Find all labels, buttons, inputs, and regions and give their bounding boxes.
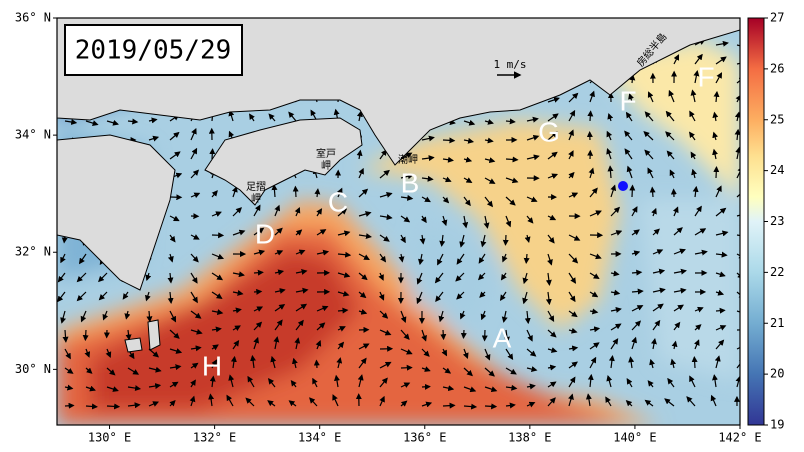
current-arrow <box>107 406 119 407</box>
current-arrow <box>485 406 496 407</box>
colorbar-tick-label: 24 <box>770 163 784 177</box>
current-arrow <box>506 121 515 122</box>
colorbar-tick-label: 23 <box>770 214 784 228</box>
region-label: H <box>202 350 222 381</box>
station-dot <box>618 181 628 191</box>
lon-tick-label: 136° E <box>403 431 446 445</box>
region-label: F <box>697 61 714 92</box>
lon-tick-label: 130° E <box>88 431 131 445</box>
current-arrow <box>316 361 317 368</box>
place-name: 足摺 <box>246 180 266 193</box>
current-arrow <box>443 140 454 141</box>
lat-tick-label: 36° N <box>15 11 51 25</box>
place-name: 潮岬 <box>398 153 418 166</box>
colorbar-tick-label: 22 <box>770 265 784 279</box>
current-arrow <box>443 330 444 339</box>
colorbar-tick-label: 25 <box>770 112 784 126</box>
lat-tick-label: 34° N <box>15 128 51 142</box>
lat-tick-label: 32° N <box>15 245 51 259</box>
colorbar-tick-label: 19 <box>770 418 784 432</box>
current-arrow <box>463 330 464 338</box>
place-name: 室戸 <box>316 147 336 160</box>
current-arrow <box>85 330 86 340</box>
current-arrow <box>212 149 213 159</box>
lon-tick-label: 134° E <box>298 431 341 445</box>
tanegashima <box>148 320 160 350</box>
place-name: 岬 <box>321 160 331 172</box>
current-arrow <box>443 405 454 406</box>
colorbar <box>748 18 764 425</box>
current-arrow <box>652 188 653 197</box>
current-arrow <box>505 235 506 245</box>
current-arrow <box>86 406 97 407</box>
region-label: F <box>619 85 636 116</box>
current-arrow <box>632 186 633 197</box>
current-arrow <box>254 272 263 273</box>
colorbar-tick-label: 26 <box>770 61 784 75</box>
region-label: C <box>328 186 348 217</box>
colorbar-tick-label: 27 <box>770 11 784 25</box>
current-arrow <box>254 291 261 292</box>
scale-label: 1 m/s <box>493 58 526 71</box>
current-arrow <box>590 111 591 121</box>
lon-tick-label: 138° E <box>508 431 551 445</box>
date-label: 2019/05/29 <box>75 36 232 66</box>
region-label: A <box>493 322 512 353</box>
current-arrow <box>716 310 725 311</box>
current-arrow <box>694 357 695 368</box>
map-area <box>57 18 749 425</box>
lon-tick-label: 142° E <box>718 431 761 445</box>
region-label: B <box>401 167 420 198</box>
current-arrow <box>526 254 527 263</box>
region-label: D <box>255 218 275 249</box>
lat-tick-label: 30° N <box>15 362 51 376</box>
place-name: 岬 <box>251 193 261 205</box>
yakushima <box>125 338 142 352</box>
colorbar-tick-label: 20 <box>770 367 784 381</box>
lon-tick-label: 140° E <box>613 431 656 445</box>
colorbar-tick-label: 21 <box>770 316 784 330</box>
current-arrow <box>295 187 296 197</box>
current-arrow <box>632 272 641 273</box>
region-label: G <box>538 116 560 147</box>
lon-tick-label: 132° E <box>193 431 236 445</box>
current-arrow <box>506 159 517 160</box>
current-arrow <box>65 405 73 406</box>
